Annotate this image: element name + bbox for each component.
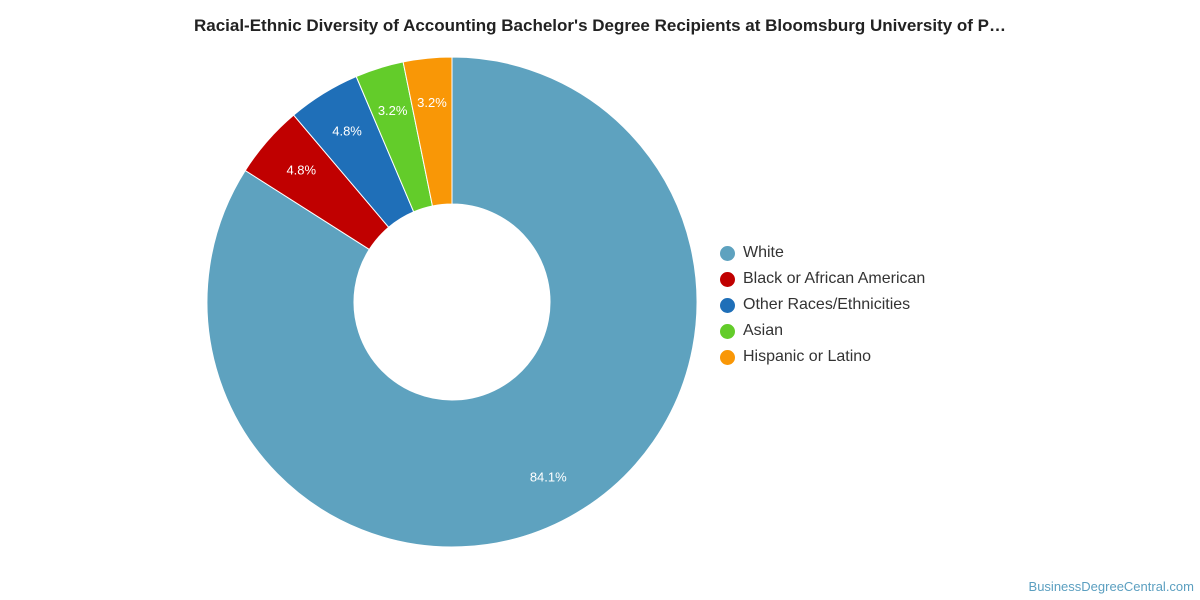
legend-item-white[interactable]: White [720, 240, 925, 266]
legend-item-other-races[interactable]: Other Races/Ethnicities [720, 292, 925, 318]
slice-data-label: 3.2% [378, 103, 408, 118]
legend-swatch [720, 349, 735, 365]
legend-swatch [720, 271, 735, 287]
legend-label: Asian [743, 322, 784, 339]
legend-item-hispanic-or-latino[interactable]: Hispanic or Latino [720, 344, 925, 370]
legend-item-asian[interactable]: Asian [720, 318, 925, 344]
slice-data-label: 84.1% [530, 469, 567, 484]
legend-item-black-or-african-american[interactable]: Black or African American [720, 266, 925, 292]
legend-swatch [720, 245, 735, 261]
legend-label: Other Races/Ethnicities [743, 296, 911, 313]
donut-slice-hispanic-or-latino[interactable] [402, 56, 453, 207]
legend-label: Hispanic or Latino [743, 348, 872, 365]
donut-slice-white[interactable] [206, 56, 698, 548]
watermark-link[interactable]: BusinessDegreeCentral.com [1028, 579, 1194, 594]
legend-label: Black or African American [743, 270, 926, 287]
legend: White Black or African American Other Ra… [720, 240, 925, 370]
slice-data-label: 4.8% [332, 124, 362, 139]
legend-label: White [743, 244, 784, 261]
slice-data-label: 3.2% [417, 95, 447, 110]
legend-swatch [720, 297, 735, 313]
legend-swatch [720, 323, 735, 339]
chart-title: Racial-Ethnic Diversity of Accounting Ba… [193, 16, 1007, 35]
slice-data-label: 4.8% [286, 163, 316, 178]
